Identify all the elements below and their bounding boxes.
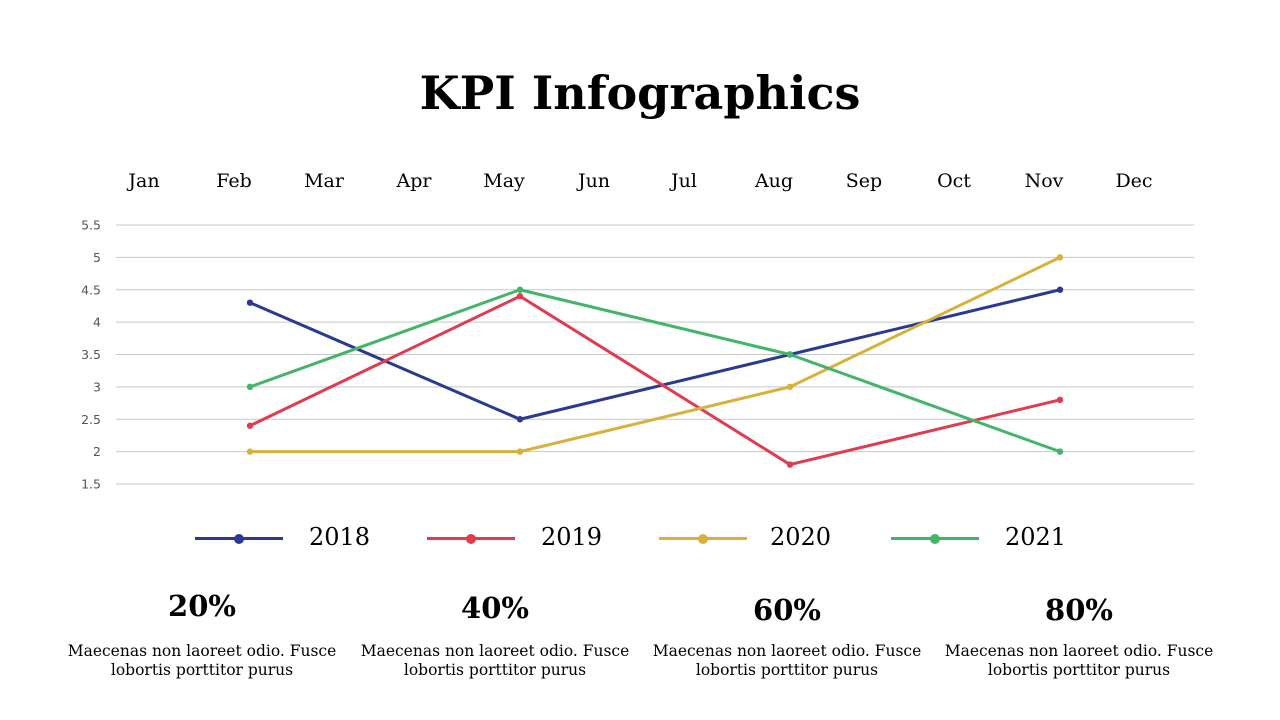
data-point-2019 — [246, 422, 254, 429]
y-tick-label: 4 — [93, 315, 101, 330]
data-point-2019 — [1056, 396, 1064, 404]
page-title: KPI Infographics — [419, 66, 861, 120]
kpi-description: Maecenas non laoreet odio. Fusce loborti… — [67, 642, 337, 680]
kpi-desc-line: lobortis porttitor purus — [695, 661, 879, 679]
kpi-description: Maecenas non laoreet odio. Fusce loborti… — [360, 642, 630, 680]
data-point-2021 — [246, 383, 254, 391]
data-point-2021 — [786, 351, 794, 358]
kpi-desc-line: Maecenas non laoreet odio. Fusce — [67, 642, 337, 660]
month-label-aug: Aug — [754, 170, 794, 192]
month-label-jul: Jul — [671, 170, 697, 192]
legend-dot-2021 — [930, 533, 940, 544]
data-point-2020 — [246, 448, 254, 455]
series-line-2020 — [250, 256, 1061, 454]
y-tick-label: 2 — [93, 444, 101, 459]
data-point-2019 — [516, 293, 524, 300]
kpi-value: 40% — [461, 591, 529, 625]
month-label-apr: Apr — [396, 170, 432, 192]
y-tick-label: 4.5 — [81, 282, 101, 297]
kpi-value: 80% — [1045, 593, 1113, 627]
kpi-desc-line: lobortis porttitor purus — [403, 661, 587, 679]
legend-label-2021: 2021 — [1005, 523, 1067, 551]
month-header-row: Jan Feb Mar Apr May Jun Jul Aug Sep Oct … — [0, 170, 1280, 196]
month-label-feb: Feb — [216, 170, 252, 192]
data-point-2019 — [786, 461, 794, 468]
month-label-jan: Jan — [128, 170, 160, 192]
kpi-card-1: 20% Maecenas non laoreet odio. Fusce lob… — [67, 585, 337, 680]
kpi-card-2: 40% Maecenas non laoreet odio. Fusce lob… — [360, 587, 630, 680]
legend-label-2020: 2020 — [770, 523, 832, 551]
month-label-jun: Jun — [577, 170, 611, 192]
kpi-desc-line: Maecenas non laoreet odio. Fusce — [360, 642, 630, 660]
data-point-2021 — [516, 286, 524, 293]
data-point-2018 — [516, 416, 524, 423]
y-tick-label: 3.5 — [81, 347, 101, 362]
legend-label-2018: 2018 — [309, 523, 371, 551]
kpi-desc-line: lobortis porttitor purus — [110, 661, 294, 679]
data-point-2018 — [246, 299, 254, 306]
chart-legend: 2018 2019 2020 2021 — [0, 520, 1280, 560]
line-chart: 5.5 5 4.5 4 3.5 3 2.5 2 1.5 — [81, 218, 1194, 492]
data-point-2020 — [1056, 254, 1064, 261]
month-label-mar: Mar — [304, 170, 344, 192]
kpi-description: Maecenas non laoreet odio. Fusce loborti… — [944, 642, 1214, 680]
month-label-dec: Dec — [1115, 170, 1153, 192]
legend-dot-2019 — [466, 533, 476, 544]
kpi-card-4: 80% Maecenas non laoreet odio. Fusce lob… — [944, 589, 1214, 680]
y-tick-label: 3 — [93, 379, 101, 394]
y-tick-label: 2.5 — [81, 412, 101, 427]
month-label-sep: Sep — [845, 170, 883, 192]
data-point-2020 — [786, 383, 794, 391]
legend-dot-2018 — [234, 533, 244, 544]
month-label-may: May — [483, 170, 525, 192]
series-line-2019 — [249, 294, 1061, 467]
legend-label-2019: 2019 — [541, 523, 603, 551]
y-tick-label: 1.5 — [81, 477, 101, 492]
kpi-description: Maecenas non laoreet odio. Fusce loborti… — [652, 642, 922, 680]
month-label-nov: Nov — [1024, 170, 1064, 192]
series-line-2021 — [249, 288, 1061, 454]
data-point-2018 — [1056, 286, 1064, 293]
data-point-2020 — [516, 448, 524, 455]
y-tick-label: 5 — [93, 250, 101, 265]
kpi-value: 20% — [168, 589, 236, 623]
kpi-desc-line: lobortis porttitor purus — [987, 661, 1171, 679]
kpi-desc-line: Maecenas non laoreet odio. Fusce — [944, 642, 1214, 660]
legend-dot-2020 — [698, 533, 708, 544]
y-tick-label: 5.5 — [81, 218, 101, 233]
data-point-2021 — [1056, 448, 1064, 455]
kpi-desc-line: Maecenas non laoreet odio. Fusce — [652, 642, 922, 660]
kpi-value: 60% — [753, 593, 821, 627]
month-label-oct: Oct — [937, 170, 971, 192]
kpi-card-3: 60% Maecenas non laoreet odio. Fusce lob… — [652, 589, 922, 680]
